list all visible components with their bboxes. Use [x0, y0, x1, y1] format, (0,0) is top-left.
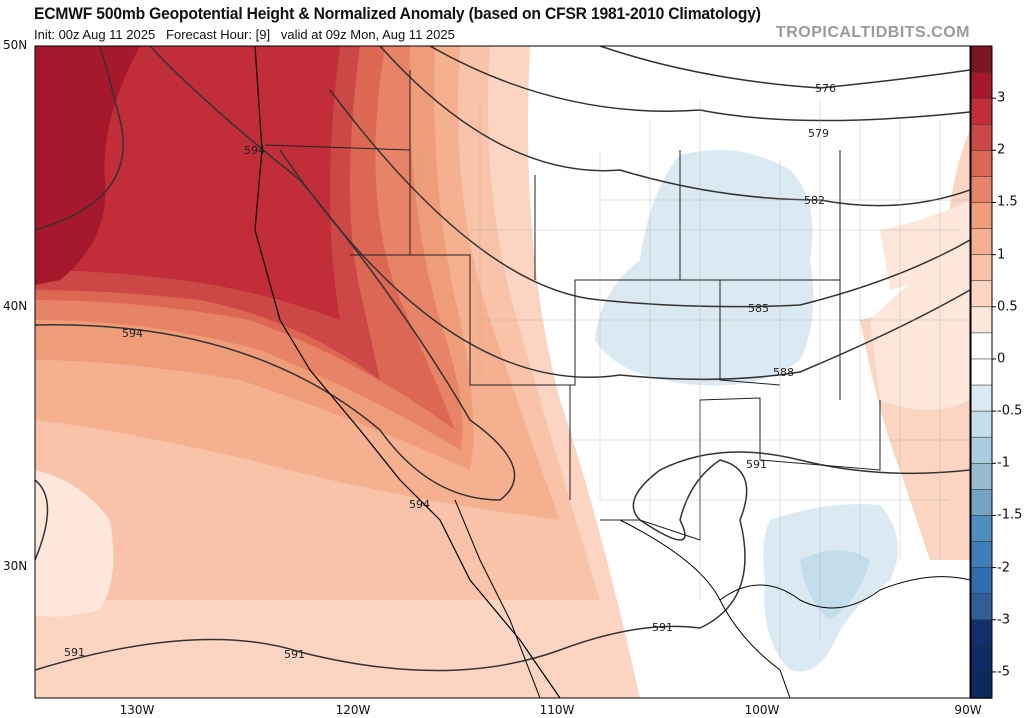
lon-label: 120W	[335, 703, 371, 717]
colorbar-segment	[970, 280, 993, 308]
colorbar-segment	[970, 228, 993, 256]
county-borders	[419, 100, 970, 660]
contour-label: 588	[773, 366, 794, 379]
colorbar-label: -0.5	[997, 403, 1023, 419]
colorbar-segment	[970, 671, 993, 699]
colorbar-label: -5	[997, 664, 1010, 680]
colorbar-segment	[970, 462, 993, 491]
colorbar-label: 3	[997, 90, 1006, 106]
colorbar-segment	[970, 332, 993, 360]
contour-label: 585	[748, 302, 769, 315]
colorbar	[970, 45, 996, 699]
contour-label: 594	[122, 327, 143, 340]
map-subtitle: Init: 00z Aug 11 2025 Forecast Hour: [9]…	[34, 27, 455, 42]
colorbar-label: 1.5	[997, 194, 1018, 210]
contour-588	[279, 149, 970, 381]
contour-label: 582	[804, 194, 825, 207]
colorbar-label: 0.5	[997, 299, 1018, 315]
colorbar-segment	[970, 176, 993, 204]
lat-label: 40N	[3, 299, 28, 313]
contour-label: 591	[652, 621, 673, 634]
colorbar-segment	[970, 150, 993, 178]
contour-594	[35, 46, 516, 501]
coastline	[254, 46, 561, 698]
lon-label: 130W	[119, 703, 155, 717]
contour-576	[599, 46, 970, 89]
watermark: TROPICALTIDBITS.COM	[775, 24, 970, 41]
colorbar-segment	[970, 202, 993, 230]
colorbar-segment	[970, 384, 993, 412]
contour-label: 591	[284, 648, 305, 661]
contour-label: 594	[244, 144, 265, 157]
colorbar-segment	[970, 254, 993, 282]
lat-label: 50N	[3, 38, 28, 52]
colorbar-segment	[970, 436, 993, 465]
contour-585	[329, 89, 970, 308]
colorbar-segment	[970, 645, 993, 673]
contour-label: 591	[64, 646, 85, 659]
lon-label: 100W	[744, 703, 780, 717]
lat-label: 30N	[3, 559, 28, 573]
colorbar-segment	[970, 71, 993, 99]
contour-label: 579	[808, 127, 829, 140]
map-title: ECMWF 500mb Geopotential Height & Normal…	[34, 4, 761, 23]
colorbar-label: -1	[997, 455, 1010, 471]
colorbar-label: 1	[997, 247, 1006, 263]
colorbar-segment	[970, 97, 993, 126]
colorbar-segment	[970, 515, 993, 543]
colorbar-segment	[970, 489, 993, 517]
contour-591	[35, 451, 970, 672]
colorbar-segment	[970, 593, 993, 621]
state-borders	[264, 70, 881, 541]
colorbar-label: 0	[997, 351, 1006, 367]
lon-label: 110W	[539, 703, 575, 717]
colorbar-segment	[970, 567, 993, 595]
contour-label: 576	[815, 82, 836, 95]
lon-label: 90W	[954, 703, 982, 717]
contour-label: 591	[746, 458, 767, 471]
colorbar-frame	[970, 45, 993, 699]
colorbar-segment	[970, 45, 993, 73]
colorbar-segment	[970, 306, 993, 334]
colorbar-segment	[970, 619, 993, 647]
colorbar-label: -3	[997, 612, 1010, 628]
colorbar-segment	[970, 358, 993, 386]
contour-582	[379, 46, 970, 207]
anomaly-fill	[35, 46, 970, 698]
colorbar-segment	[970, 541, 993, 569]
colorbar-label: -2	[997, 560, 1010, 576]
colorbar-segment	[970, 123, 993, 152]
colorbar-segment	[970, 410, 993, 438]
colorbar-label: 2	[997, 142, 1006, 158]
colorbar-label: -1.5	[997, 507, 1023, 523]
contour-label: 594	[409, 498, 430, 511]
